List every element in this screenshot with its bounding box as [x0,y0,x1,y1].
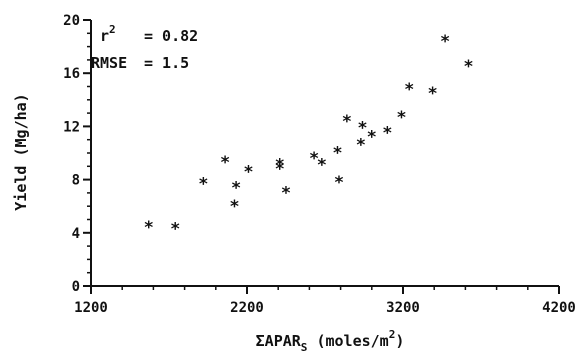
r-squared-label: r2 [100,23,116,45]
data-point: * [220,153,230,173]
x-tick-label: 1200 [74,300,108,316]
data-point: * [342,112,352,132]
data-point: * [367,128,377,148]
data-point: * [463,57,473,77]
data-point: * [334,173,344,193]
data-point: * [243,162,253,182]
data-points: * ****** ********** * *** *** [144,32,474,240]
y-axis-title: Yield (Mg/ha) [12,93,30,210]
data-point: * [309,149,319,169]
data-point: * [428,84,438,104]
y-tick-label: 8 [72,173,80,189]
data-point: * [281,184,291,204]
data-point: * [332,144,342,164]
r-squared-value: = 0.82 [144,27,198,45]
x-tick-label: 3200 [386,300,420,316]
data-point: * [396,108,406,128]
y-tick-label: 12 [63,119,80,135]
y-tick-label: 20 [63,13,80,29]
data-point: * [231,178,241,198]
data-point: * [382,124,392,144]
data-point: * [404,80,414,100]
x-tick-label: 4200 [542,300,576,316]
rmse-value: = 1.5 [144,54,189,72]
data-point: * [198,174,208,194]
data-point: * [144,218,154,238]
x-axis-title: ΣAPARS (moles/m2) [256,328,405,353]
axis-ticks: 0 4 8 12 16 20 1200 2200 3200 4200 [63,13,576,316]
data-point: * [440,32,450,52]
data-point: * [357,118,367,138]
data-point: * [229,197,239,217]
rmse-label: RMSE [91,54,127,72]
y-tick-label: 0 [72,279,80,295]
data-point: * [170,219,180,239]
y-tick-label: 16 [63,66,80,82]
x-tick-label: 2200 [230,300,264,316]
data-point: * [356,136,366,156]
data-point: * [317,156,327,176]
data-point: * [275,160,285,180]
y-tick-label: 4 [72,226,80,242]
data-point: * [275,156,285,176]
